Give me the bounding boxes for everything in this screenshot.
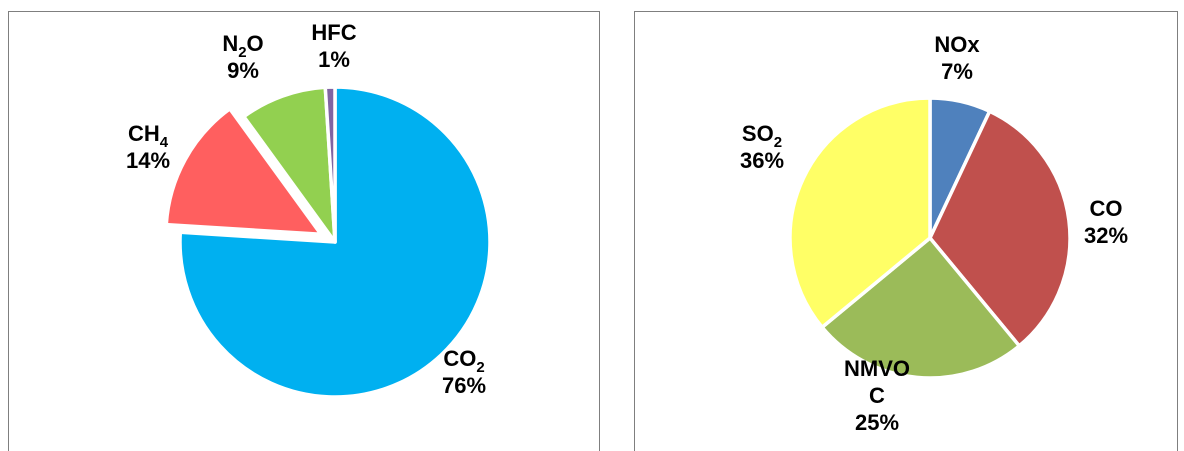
pie-slice-hfc: [323, 85, 337, 244]
slice-percent-co: 32%: [1084, 223, 1128, 248]
slice-percent-ch4: 14%: [126, 148, 170, 173]
slice-label-ch4: CH4: [128, 121, 169, 151]
pie-slice-ch4: [164, 107, 323, 237]
slice-percent-nmvo: 25%: [855, 410, 899, 435]
slice-label-n2o: N2O: [222, 31, 263, 61]
slice-label-so2: SO2: [742, 121, 782, 151]
slice-percent-nox: 7%: [941, 59, 973, 84]
slice-label-co: CO: [1090, 196, 1123, 221]
slice-label-nmvo: NMVO: [844, 356, 910, 381]
pie-slice-nmvo: [820, 236, 1021, 380]
slice-label-co2: CO2: [443, 346, 484, 376]
slice-label-hfc: HFC: [311, 20, 356, 45]
slice-label-nox: NOx: [934, 32, 980, 57]
pie-slice-so2: [788, 96, 932, 329]
slice-percent-so2: 36%: [740, 148, 784, 173]
slice-percent-n2o: 9%: [227, 58, 259, 83]
pie-slice-co2: [178, 85, 492, 399]
slice-percent-hfc: 1%: [318, 47, 350, 72]
slice-label-line2-nmvo: C: [869, 383, 885, 408]
pie-slice-co: [928, 109, 1072, 348]
slice-percent-co2: 76%: [442, 373, 486, 398]
